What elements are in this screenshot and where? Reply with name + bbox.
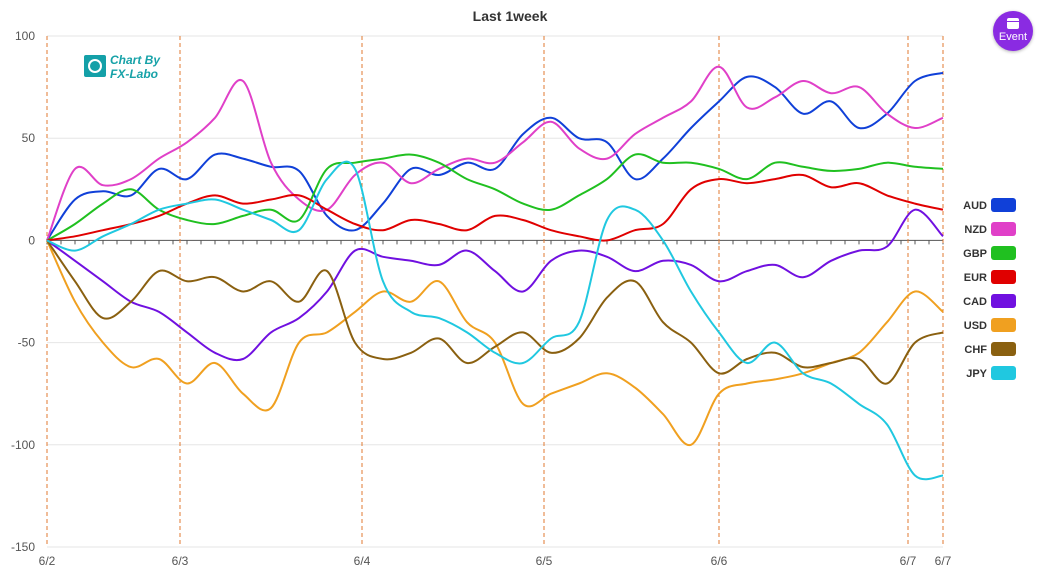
chart-title: Last 1week — [473, 8, 548, 24]
x-tick-label: 6/6 — [711, 554, 728, 568]
y-tick-label: -50 — [18, 336, 36, 350]
legend-swatch — [991, 198, 1016, 212]
x-axis: 6/2 6/3 6/4 6/5 6/6 6/7 6/7 — [39, 554, 952, 568]
y-tick-label: 100 — [15, 29, 35, 43]
series-line-cad — [46, 208, 944, 362]
logo-line2: FX-Labo — [110, 67, 158, 81]
day-separators — [46, 36, 944, 547]
legend-item-jpy[interactable]: JPY — [966, 366, 1016, 380]
y-tick-label: -150 — [11, 540, 35, 554]
legend-swatch — [991, 318, 1016, 332]
logo-line1: Chart By — [110, 53, 161, 67]
legend-label: EUR — [964, 272, 987, 284]
series-line-nzd — [46, 65, 944, 241]
legend-swatch — [991, 294, 1016, 308]
legend-label: GBP — [963, 248, 987, 260]
y-tick-label: -100 — [11, 438, 35, 452]
legend[interactable]: AUD NZD GBP EUR CAD USD CHF JPY — [963, 198, 1016, 380]
series-line-jpy — [46, 160, 944, 481]
legend-item-nzd[interactable]: NZD — [964, 222, 1016, 236]
event-button-label: Event — [998, 31, 1028, 43]
legend-swatch — [991, 246, 1016, 260]
logo-icon — [84, 55, 106, 77]
y-tick-label: 50 — [22, 131, 36, 145]
legend-item-cad[interactable]: CAD — [963, 294, 1016, 308]
legend-item-eur[interactable]: EUR — [964, 270, 1016, 284]
y-axis: 100 50 0 -50 -100 -150 — [11, 29, 35, 554]
legend-item-usd[interactable]: USD — [964, 318, 1016, 332]
legend-swatch — [991, 366, 1016, 380]
x-tick-label: 6/5 — [536, 554, 553, 568]
legend-swatch — [991, 222, 1016, 236]
x-tick-label: 6/7 — [900, 554, 917, 568]
legend-swatch — [991, 270, 1016, 284]
legend-swatch — [991, 342, 1016, 356]
legend-item-aud[interactable]: AUD — [963, 198, 1016, 212]
series-line-chf — [46, 239, 944, 385]
x-tick-label: 6/3 — [172, 554, 189, 568]
legend-label: USD — [964, 320, 987, 332]
legend-label: NZD — [964, 224, 987, 236]
series-lines — [46, 65, 944, 481]
legend-item-gbp[interactable]: GBP — [963, 246, 1016, 260]
series-line-aud — [46, 71, 944, 241]
fx-labo-logo: Chart By FX-Labo — [84, 53, 161, 81]
legend-item-chf[interactable]: CHF — [964, 342, 1016, 356]
event-button[interactable]: Event — [993, 11, 1033, 51]
legend-label: AUD — [963, 200, 987, 212]
y-tick-label: 0 — [28, 233, 35, 247]
series-line-usd — [46, 239, 944, 446]
calendar-icon — [1007, 18, 1019, 29]
series-line-eur — [46, 173, 944, 242]
legend-label: CHF — [964, 344, 987, 356]
legend-label: CAD — [963, 296, 987, 308]
legend-label: JPY — [966, 368, 987, 380]
series-line-gbp — [46, 153, 944, 242]
x-tick-label: 6/7 — [935, 554, 952, 568]
x-tick-label: 6/4 — [354, 554, 371, 568]
x-tick-label: 6/2 — [39, 554, 56, 568]
grid — [46, 35, 944, 548]
